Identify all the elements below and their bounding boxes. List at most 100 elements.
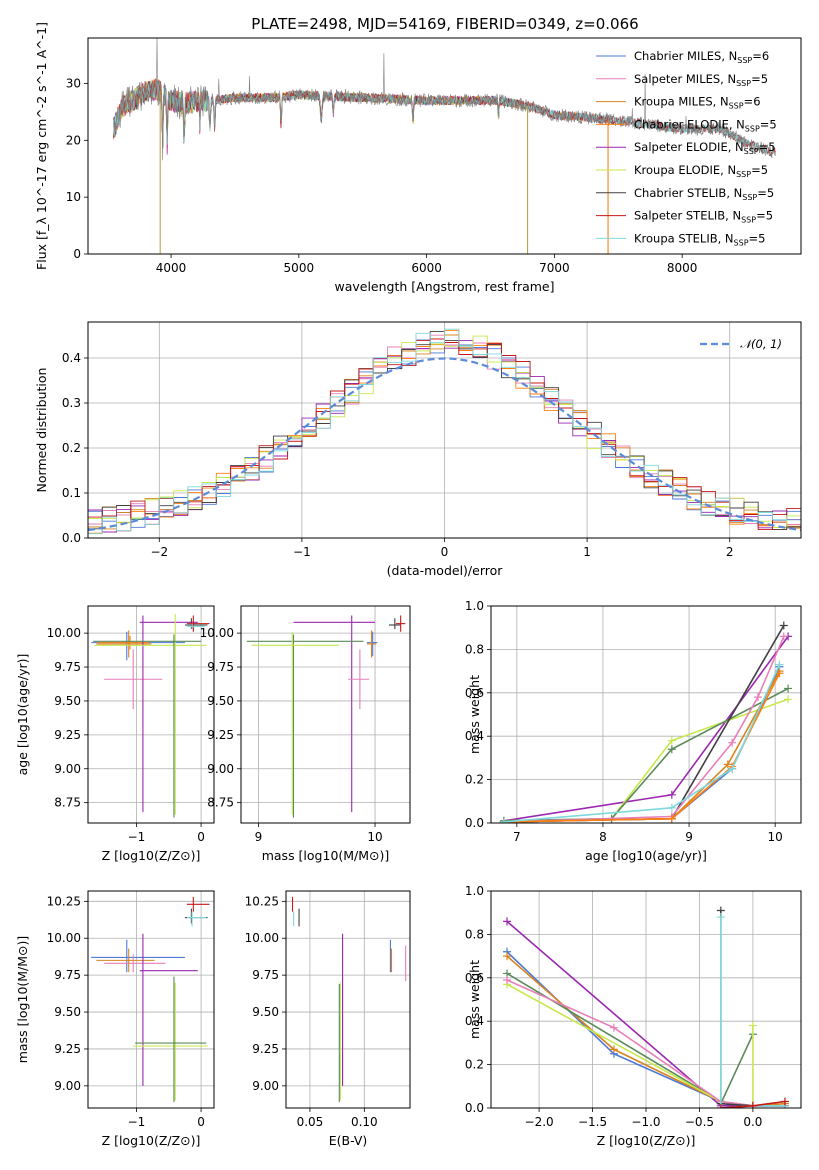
mass-weight-marker <box>779 621 788 630</box>
mass_vs_Z-ytick-label: 9.75 <box>54 968 81 982</box>
mass-weight-marker <box>723 760 732 769</box>
mass_vs_Z-ytick-label: 9.25 <box>54 1042 81 1056</box>
weight_vs_age-ytick-label: 1.0 <box>465 599 484 613</box>
mass_vs_EBV-ytick-label: 10.25 <box>245 894 279 908</box>
weight_vs_age-plot-area <box>499 621 793 823</box>
mass-weight-line <box>503 635 789 822</box>
mass_vs_EBV-ytick-label: 9.75 <box>252 968 279 982</box>
legend-entry-name: Salpeter STELIB <box>634 209 725 223</box>
mass-weight-line <box>506 920 753 1107</box>
mass_vs_EBV-xtick-label: 0.05 <box>297 1115 324 1129</box>
legend-entry-nssp-label: , N <box>726 186 742 200</box>
residuals-axes: −2 −1 0 1 2 0.0 0.1 0.2 0.3 0.4 <box>62 322 801 559</box>
mass_vs_EBV-xtick-label: 0.10 <box>351 1115 378 1129</box>
age_vs_mass-ytick-label: 9.50 <box>207 694 234 708</box>
mass_vs_Z-ylabel: mass [log10(M/M⊙)] <box>15 936 30 1064</box>
legend-entry-nssp: 5 <box>761 72 768 86</box>
legend-entry-name: Chabrier ELODIE <box>634 117 729 131</box>
mass_vs_Z-xtick-label: 0 <box>197 1115 205 1129</box>
weight_vs_Z-xtick-label: −1.0 <box>631 1115 660 1129</box>
spectrum-xtick-label: 6000 <box>411 261 442 275</box>
mass_vs_Z-xtick-label: −1 <box>128 1115 146 1129</box>
weight_vs_Z-xtick-label: 0.0 <box>743 1115 762 1129</box>
legend-entry: Kroupa MILES, NSSP=6 <box>634 95 761 111</box>
legend-entry-equals: = <box>751 72 761 86</box>
age_vs_mass-ytick-label: 9.00 <box>207 762 234 776</box>
legend-entry-equals: = <box>752 49 762 63</box>
legend-entry-name: Salpeter MILES <box>634 72 720 86</box>
mass-weight-marker <box>667 803 676 812</box>
weight_vs_Z-xtick-label: −1.5 <box>578 1115 607 1129</box>
weight_vs_Z-ylabel: mass weight <box>467 960 482 1039</box>
legend-entry-subscript: SSP <box>736 79 751 88</box>
weight_vs_age-ytick-label: 0.0 <box>465 816 484 830</box>
age_vs_Z-xtick-label: 0 <box>197 830 205 844</box>
legend-entry-nssp: 5 <box>761 163 768 177</box>
weight_vs_age-xtick-label: 7 <box>513 830 521 844</box>
residuals-xtick-label: 0 <box>441 545 449 559</box>
legend-entry-nssp-label: , N <box>729 117 745 131</box>
age_vs_mass-ytick-label: 9.75 <box>207 660 234 674</box>
mass-weight-marker <box>609 1045 618 1054</box>
legend-entry: Salpeter MILES, NSSP=5 <box>634 72 768 88</box>
age_vs_mass-ytick-label: 8.75 <box>207 796 234 810</box>
weight_vs_age-ytick-label: 0.8 <box>465 642 484 656</box>
mass-weight-marker <box>503 975 512 984</box>
spectrum-xlabel: wavelength [Angstrom, rest frame] <box>334 279 554 294</box>
legend-entry-nssp-label: , N <box>718 231 734 245</box>
legend-entry-equals: = <box>760 117 770 131</box>
mass_vs_EBV-ytick-label: 9.50 <box>252 1005 279 1019</box>
legend-entry-equals: = <box>759 140 769 154</box>
mass-weight-marker <box>728 738 737 747</box>
legend-entry: Salpeter ELODIE, NSSP=5 <box>634 140 776 156</box>
legend-entry-name: Chabrier STELIB <box>634 186 726 200</box>
age_vs_Z-axes: −1 0 8.75 9.00 9.25 9.50 9.75 10.00 <box>47 606 214 844</box>
age_vs_Z-ytick-label: 9.75 <box>54 660 81 674</box>
residuals-frame <box>87 321 802 539</box>
legend-entry-nssp: 6 <box>762 49 769 63</box>
mass_vs_EBV-ytick-label: 10.00 <box>245 931 279 945</box>
residuals-xtick-label: −1 <box>293 545 311 559</box>
age_vs_mass-xtick-label: 10 <box>367 830 382 844</box>
legend-entry: Chabrier ELODIE, NSSP=5 <box>634 117 777 133</box>
spectrum-ytick-label: 0 <box>73 247 81 261</box>
weight_vs_Z-plot-area <box>503 906 789 1108</box>
mass_vs_Z-ytick-label: 10.25 <box>47 894 81 908</box>
age_vs_mass-plot-area <box>246 615 406 818</box>
legend-entry-nssp-label: , N <box>728 140 744 154</box>
age_vs_Z-ytick-label: 9.50 <box>54 694 81 708</box>
weight_vs_Z-ytick-label: 1.0 <box>465 884 484 898</box>
legend-entry-equals: = <box>749 231 759 245</box>
residuals-xtick-label: 2 <box>726 545 734 559</box>
spectrum-frame <box>87 37 802 255</box>
mass-weight-marker <box>779 632 788 641</box>
age_vs_Z-plot-area <box>91 614 210 818</box>
weight_vs_age-ytick-label: 0.2 <box>465 773 484 787</box>
mass-weight-marker <box>667 790 676 799</box>
mass_vs_Z-ytick-label: 10.00 <box>47 931 81 945</box>
weight_vs_Z-xtick-label: −0.5 <box>685 1115 714 1129</box>
weight_vs_age-xlabel: age [log10(age/yr)] <box>585 848 707 863</box>
legend-entry-nssp: 5 <box>766 209 773 223</box>
mass_vs_EBV-xlabel: E(B-V) <box>329 1133 368 1148</box>
weight_vs_Z-ytick-label: 0.6 <box>465 971 484 985</box>
mass-weight-marker <box>780 1097 789 1106</box>
mass-weight-line <box>503 636 785 823</box>
age_vs_mass-xlabel: mass [log10(M/M⊙)] <box>262 848 390 863</box>
legend-entry: Kroupa ELODIE, NSSP=5 <box>634 163 768 179</box>
normal-legend-label: 𝒩(0, 1) <box>740 337 782 351</box>
age_vs_Z-ylabel: age [log10(age/yr)] <box>15 654 30 776</box>
spectrum-ytick-label: 30 <box>66 76 81 90</box>
age_vs_mass-ytick-label: 9.25 <box>207 728 234 742</box>
spectrum-axes: 4000 5000 6000 7000 8000 0 10 20 30 <box>66 76 698 275</box>
mass-weight-line <box>503 687 789 822</box>
legend-entry-name: Kroupa STELIB <box>634 231 718 245</box>
mass-weight-marker <box>753 693 762 702</box>
weight_vs_Z-xtick-label: −2.0 <box>525 1115 554 1129</box>
mass_vs_Z-ytick-label: 9.50 <box>54 1005 81 1019</box>
age_vs_mass-frame <box>240 605 411 824</box>
spectrum-model-line <box>113 79 609 149</box>
figure-title: PLATE=2498, MJD=54169, FIBERID=0349, z=0… <box>251 15 638 33</box>
legend-entry-nssp: 5 <box>767 186 774 200</box>
